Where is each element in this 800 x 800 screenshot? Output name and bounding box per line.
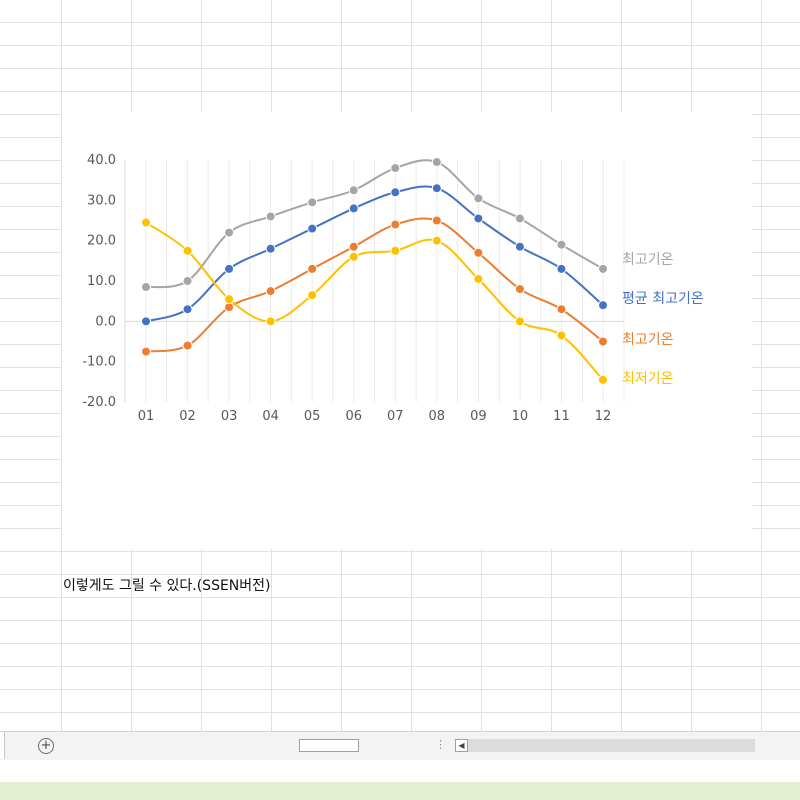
chart-area[interactable]: 40.0 30.0 20.0 10.0 0.0 -10.0 -20.0 01 02 03 04 05 0… xyxy=(62,112,752,549)
data-point xyxy=(348,251,359,262)
data-point xyxy=(390,219,401,230)
data-point xyxy=(390,187,401,198)
plus-circle-icon[interactable]: + xyxy=(38,738,54,754)
data-point xyxy=(224,294,235,305)
data-point xyxy=(265,286,276,297)
data-point xyxy=(556,304,567,315)
data-point xyxy=(598,300,608,311)
cell-caption[interactable]: 이렇게도 그릴 수 있다.(SSEN버전) xyxy=(63,578,271,594)
sheet-tab-bar: + ⋮ ◀ xyxy=(0,731,800,761)
y-tick-label: 10.0 xyxy=(87,274,116,289)
data-point xyxy=(514,316,525,327)
y-tick-label: 0.0 xyxy=(95,314,116,329)
data-point xyxy=(141,217,151,228)
data-point xyxy=(390,245,401,256)
data-point xyxy=(473,247,484,258)
horizontal-scrollbar[interactable]: ◀ xyxy=(455,739,755,752)
data-point xyxy=(265,316,276,327)
data-point xyxy=(431,183,442,194)
data-point xyxy=(598,374,608,385)
data-point xyxy=(431,157,442,168)
data-point xyxy=(473,273,484,284)
data-point xyxy=(473,213,484,224)
data-point xyxy=(265,211,276,222)
series-label: 최고기온 xyxy=(622,332,674,348)
line-chart: 40.0 30.0 20.0 10.0 0.0 -10.0 -20.0 01 02 03 04 05 0… xyxy=(82,153,704,424)
data-point xyxy=(182,245,193,256)
data-point xyxy=(348,185,359,196)
x-tick-label: 02 xyxy=(179,409,196,424)
status-bar xyxy=(0,760,800,782)
data-point xyxy=(598,263,608,274)
y-tick-label: 40.0 xyxy=(87,153,116,168)
vertical-dots-icon[interactable]: ⋮ xyxy=(435,738,446,751)
series-label: 평균 최고기온 xyxy=(622,291,704,307)
data-point xyxy=(307,290,318,301)
x-tick-label: 11 xyxy=(553,409,570,424)
data-point xyxy=(348,241,359,252)
data-point xyxy=(514,213,525,224)
data-point xyxy=(598,336,608,347)
data-point xyxy=(514,241,525,252)
y-tick-label: 30.0 xyxy=(87,193,116,208)
triangle-left-icon[interactable]: ◀ xyxy=(455,739,468,752)
y-tick-label: -10.0 xyxy=(82,355,116,370)
data-point xyxy=(307,223,318,234)
x-tick-label: 03 xyxy=(221,409,238,424)
status-strip xyxy=(0,782,800,800)
data-point xyxy=(182,304,193,315)
x-tick-label: 10 xyxy=(512,409,529,424)
data-point xyxy=(307,263,318,274)
data-point xyxy=(514,284,525,295)
data-point xyxy=(556,263,567,274)
x-tick-label: 07 xyxy=(387,409,404,424)
x-tick-label: 09 xyxy=(470,409,487,424)
data-point xyxy=(224,263,235,274)
data-point xyxy=(390,163,401,174)
data-point xyxy=(431,235,442,246)
data-point xyxy=(348,203,359,214)
data-point xyxy=(141,316,151,327)
data-point xyxy=(556,239,567,250)
x-tick-label: 06 xyxy=(345,409,362,424)
x-tick-label: 08 xyxy=(429,409,446,424)
data-point xyxy=(431,215,442,226)
sheet-tab-edge[interactable] xyxy=(0,732,5,759)
x-tick-label: 01 xyxy=(138,409,155,424)
data-point xyxy=(182,276,193,286)
data-point xyxy=(141,282,151,293)
y-tick-label: -20.0 xyxy=(82,395,116,410)
data-point xyxy=(473,193,484,204)
x-tick-label: 05 xyxy=(304,409,321,424)
data-point xyxy=(224,227,235,238)
y-tick-label: 20.0 xyxy=(87,234,116,249)
data-point xyxy=(556,330,567,341)
x-tick-label: 04 xyxy=(262,409,279,424)
series-label: 최저기온 xyxy=(622,371,674,387)
data-point xyxy=(265,243,276,254)
data-point xyxy=(141,346,151,357)
series-label: 최고기온 xyxy=(622,252,674,268)
scrollbar-thumb[interactable] xyxy=(299,739,359,752)
data-point xyxy=(307,197,318,208)
data-point xyxy=(182,340,193,351)
x-tick-label: 12 xyxy=(595,409,612,424)
